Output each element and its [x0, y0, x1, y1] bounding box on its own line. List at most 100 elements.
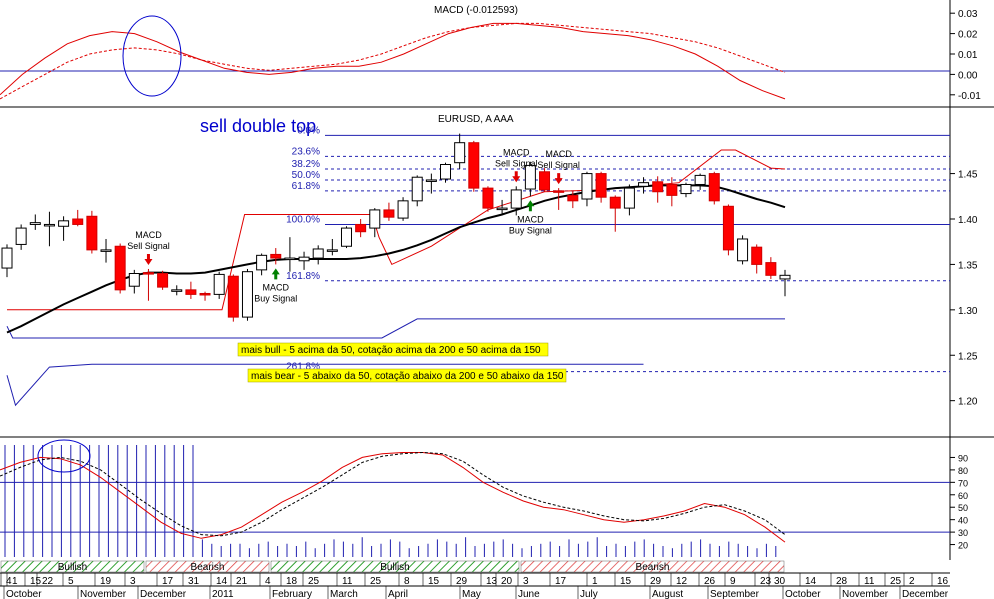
candle-body — [454, 142, 466, 164]
candle-body — [765, 262, 777, 276]
price-tick-label: 1.45 — [958, 170, 978, 181]
candle-body — [440, 164, 452, 180]
x-day-label: 18 — [286, 576, 298, 587]
sell-arrow-icon — [554, 173, 563, 185]
sell-arrow-icon — [144, 253, 153, 265]
candle-body — [256, 254, 268, 271]
x-day-label: 14 — [216, 576, 228, 587]
candle-body — [340, 227, 352, 247]
note-bear-text: mais bear - 5 abaixo da 50, cotação abai… — [251, 371, 564, 382]
lower-channel-line — [6, 363, 644, 407]
fib-label: 261.8% — [286, 362, 320, 373]
macd-tick-label: 0.03 — [958, 9, 978, 20]
stoch-tick-label: 80 — [958, 466, 968, 476]
macd-tick-label: 0.00 — [958, 70, 978, 81]
candle-body — [227, 275, 239, 318]
stoch-peak-ellipse — [37, 439, 91, 473]
stochastic-lines — [0, 451, 786, 543]
fib-label: 161.8% — [286, 271, 320, 282]
sell-arrow-icon — [512, 171, 521, 183]
regime-segment — [145, 560, 270, 573]
x-day-label: 2 — [909, 576, 915, 587]
x-day-label: 29 — [456, 576, 468, 587]
candle-body — [15, 227, 27, 245]
x-month-label: July — [580, 589, 598, 599]
x-day-label: 17 — [555, 576, 567, 587]
x-day-label: 31 — [188, 576, 200, 587]
candle-body — [58, 220, 70, 227]
candle-body — [680, 183, 692, 195]
fib-label: 38.2% — [292, 159, 320, 170]
x-day-label: 14 — [805, 576, 817, 587]
signal-label: MACD — [135, 230, 162, 240]
signal-label: MACD — [545, 149, 572, 159]
regime-segment — [270, 560, 520, 573]
candle-body — [567, 194, 579, 202]
x-month-label: December — [140, 589, 187, 599]
stoch-tick-label: 50 — [958, 503, 968, 513]
stoch-series-2-line — [0, 451, 786, 537]
candle-body — [779, 274, 791, 280]
x-day-label: 1 — [12, 576, 18, 587]
candle-body — [326, 249, 338, 252]
macd-panel: MACD (-0.012593) 0.03 0.02 0.01 0.00 -0.01 — [0, 0, 994, 108]
x-day-label: 23 — [760, 576, 772, 587]
candle-body — [539, 171, 551, 191]
stoch-tick-label: 70 — [958, 478, 968, 488]
x-axis: 4 1 15 22 5 19 3 17 31 14 21 4 18 25 11 25 8 15 29 13 20 3 17 1… — [0, 572, 950, 599]
x-day-label: 15 — [30, 576, 42, 587]
macd-lines — [0, 22, 786, 100]
price-tick-label: 1.40 — [958, 215, 978, 226]
signal-label: Sell Signal — [495, 158, 538, 168]
regime-label: Bearish — [191, 562, 225, 573]
x-month-label: December — [902, 589, 949, 599]
x-day-label: 29 — [650, 576, 662, 587]
candle-body — [524, 164, 536, 190]
stoch-tick-label: 30 — [958, 528, 968, 538]
note-bull-text: mais bull - 5 acima da 50, cotação acima… — [241, 345, 541, 356]
candle-body — [623, 187, 635, 209]
candle-body — [171, 289, 183, 292]
regime-label: Bullish — [58, 562, 87, 573]
candle-body — [128, 273, 140, 287]
candle-body — [213, 273, 225, 295]
candle-body — [751, 246, 763, 265]
x-day-label: 3 — [130, 576, 136, 587]
x-day-label: 1 — [592, 576, 598, 587]
candle-body — [72, 218, 84, 225]
candle-body — [595, 173, 607, 198]
note-bear: mais bear - 5 abaixo da 50, cotação abai… — [247, 368, 567, 383]
x-month-label: April — [388, 589, 408, 599]
candle-body — [581, 173, 593, 200]
candle-body — [666, 183, 678, 196]
x-month-label: November — [80, 589, 127, 599]
x-day-label: 4 — [265, 576, 271, 587]
x-day-label: 30 — [774, 576, 786, 587]
candle-body — [114, 245, 126, 291]
x-day-label: 4 — [6, 576, 12, 587]
x-month-label: August — [652, 589, 683, 599]
x-day-label: 5 — [68, 576, 74, 587]
stoch-tick-label: 40 — [958, 516, 968, 526]
x-day-label: 17 — [162, 576, 174, 587]
x-day-label: 25 — [370, 576, 382, 587]
signal-label: Buy Signal — [509, 225, 552, 235]
fib-label: 61.8% — [292, 181, 320, 192]
macd-tick-label: 0.02 — [958, 30, 978, 41]
stoch-tick-label: 90 — [958, 453, 968, 463]
upper-channel-line — [6, 318, 785, 339]
candle-body — [638, 182, 650, 187]
candle-body — [142, 272, 154, 275]
candle-body — [737, 238, 749, 262]
x-day-label: 9 — [730, 576, 736, 587]
candle-body — [553, 190, 565, 193]
candle-body — [270, 253, 282, 259]
x-month-label: 2011 — [212, 589, 234, 599]
signal-label: MACD — [517, 214, 544, 224]
candle-body — [694, 174, 706, 185]
candle-body — [1, 247, 13, 269]
fib-label: 0.0% — [297, 125, 320, 136]
macd-series-2-line — [0, 22, 786, 100]
x-day-label: 28 — [836, 576, 848, 587]
